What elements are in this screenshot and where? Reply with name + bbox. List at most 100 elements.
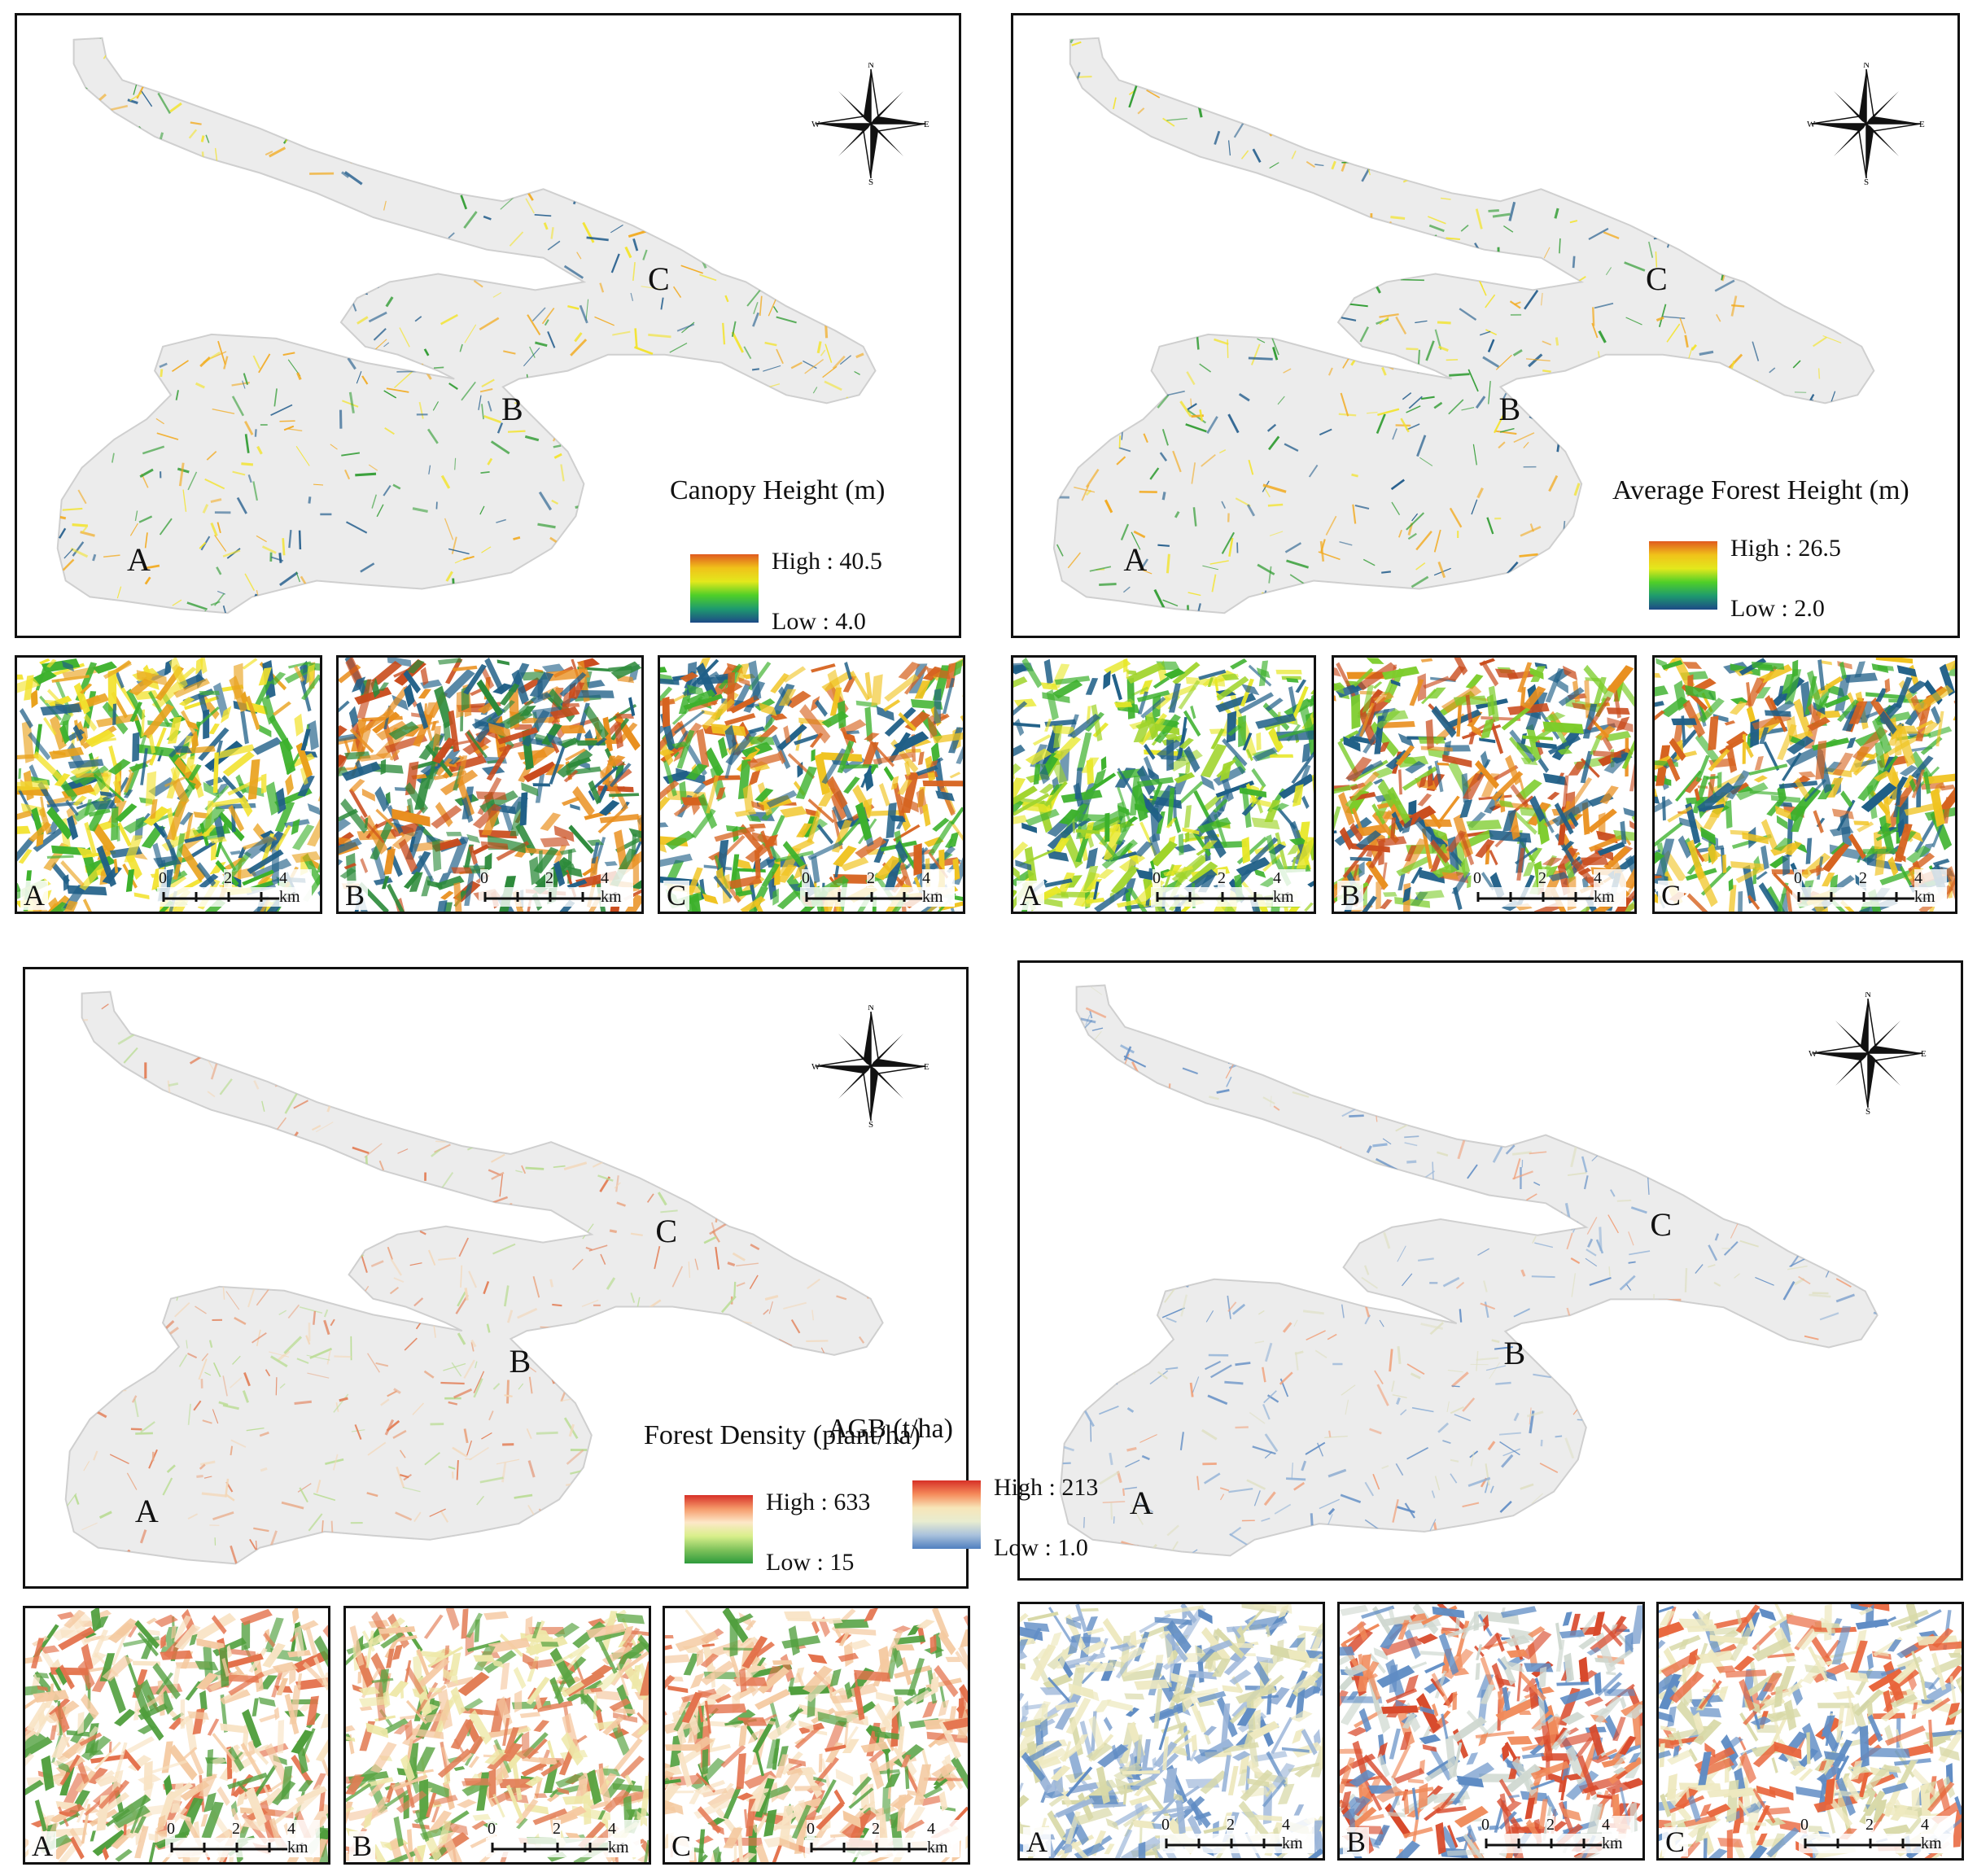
scale-tick-t0: 0 (1161, 1816, 1170, 1834)
inset-raster (1013, 658, 1314, 912)
main-map: N S W E A B C AGB (t/ha) High : 213 Low … (828, 960, 1963, 1581)
legend-high: High : 26.5 (1730, 535, 1841, 562)
map-title: Forest Density (plant/ha) (644, 1420, 921, 1450)
scale-tick-t0: 0 (1800, 1816, 1809, 1834)
scale-tick-t2: 4 km (608, 1820, 641, 1857)
inset-letter: A (28, 1831, 56, 1861)
zoom-inset-a: A 0 2 4 km (15, 655, 322, 914)
scale-tick-t1: 2 (1865, 1816, 1874, 1834)
legend-low: Low : 1.0 (994, 1534, 1088, 1561)
scale-bar: 0 2 4 km (1151, 869, 1306, 907)
site-label-b: B (1498, 391, 1521, 427)
site-label-a: A (134, 1492, 159, 1529)
svg-text:S: S (1864, 177, 1869, 185)
zoom-inset-a: A 0 2 4 km (23, 1606, 330, 1865)
inset-raster (25, 1608, 328, 1862)
legend-color-ramp (685, 1495, 753, 1563)
legend-high: High : 213 (994, 1474, 1099, 1501)
scale-tick-t2: 4 km (922, 869, 955, 907)
scale-bar: 0 2 4 km (1799, 1816, 1953, 1853)
study-area-region (1059, 984, 1879, 1557)
scale-tick-t2: 4 km (1602, 1816, 1634, 1853)
zoom-inset-c: C 0 2 4 km (663, 1606, 970, 1865)
inset-letter: B (349, 1831, 376, 1861)
main-map: N S W E A B C Canopy Height (m) High : 4… (15, 13, 961, 638)
legend-color-ramp (1649, 541, 1717, 610)
study-area-region (1052, 37, 1875, 614)
site-label-c: C (648, 260, 670, 297)
scale-tick-t2: 4 km (927, 1820, 960, 1857)
scale-tick-t2: 4 km (1273, 869, 1306, 907)
north-arrow-icon: N S W E (810, 60, 932, 187)
scale-tick-t1: 2 (232, 1820, 240, 1839)
inset-letter: B (1337, 881, 1364, 910)
scale-bar: 0 2 4 km (486, 1820, 641, 1857)
scale-tick-t2: 4 km (1282, 1816, 1314, 1853)
legend-color-ramp (912, 1480, 981, 1549)
inset-letter: B (1343, 1827, 1370, 1856)
main-map: N S W E A B C Forest Density (plant/ha) … (23, 967, 969, 1589)
scale-tick-t1: 2 (1859, 869, 1867, 888)
site-label-a: A (127, 541, 151, 578)
inset-raster (1020, 1604, 1323, 1858)
north-arrow-icon: N S W E (810, 1003, 932, 1130)
svg-text:S: S (868, 177, 873, 185)
scale-tick-t0: 0 (807, 1820, 815, 1839)
scale-tick-t0: 0 (1473, 869, 1481, 888)
zoom-inset-c: C 0 2 4 km (1656, 1602, 1964, 1861)
inset-raster (339, 658, 641, 912)
scale-tick-t1: 2 (1546, 1816, 1555, 1834)
scale-tick-t1: 2 (224, 869, 232, 888)
site-label-c: C (1650, 1205, 1673, 1243)
legend-color-ramp (690, 554, 759, 623)
svg-text:E: E (1919, 120, 1925, 129)
study-area-region (56, 37, 877, 614)
scale-tick-t1: 2 (1218, 869, 1226, 888)
site-label-c: C (655, 1213, 678, 1250)
legend-low: Low : 15 (766, 1549, 855, 1576)
inset-letter: A (1023, 1827, 1051, 1856)
zoom-inset-b: B 0 2 4 km (343, 1606, 651, 1865)
scale-tick-t2: 4 km (1914, 869, 1947, 907)
site-label-a: A (1129, 1484, 1153, 1521)
north-arrow-icon: N S W E (1807, 990, 1929, 1117)
svg-text:E: E (924, 120, 929, 129)
scale-bar: 0 2 4 km (1160, 1816, 1314, 1853)
inset-letter: C (668, 1831, 695, 1861)
inset-raster (660, 658, 963, 912)
scale-tick-t0: 0 (159, 869, 167, 888)
scale-bar: 0 2 4 km (805, 1820, 960, 1857)
scale-tick-t0: 0 (167, 1820, 175, 1839)
legend-high: High : 633 (766, 1489, 871, 1515)
scale-bar: 0 2 4 km (1792, 869, 1947, 907)
site-label-b: B (1503, 1335, 1526, 1372)
scale-tick-t0: 0 (1794, 869, 1802, 888)
inset-letter: A (20, 881, 48, 910)
zoom-inset-c: C 0 2 4 km (658, 655, 965, 914)
map-title: Canopy Height (m) (670, 475, 886, 505)
site-label-a: A (1123, 541, 1148, 578)
site-label-c: C (1645, 260, 1668, 297)
zoom-inset-b: B 0 2 4 km (1332, 655, 1637, 914)
zoom-inset-a: A 0 2 4 km (1017, 1602, 1325, 1861)
north-arrow-icon: N S W E (1805, 60, 1927, 187)
scale-bar: 0 2 4 km (157, 869, 312, 907)
zoom-inset-b: B 0 2 4 km (1337, 1602, 1645, 1861)
scale-tick-t2: 4 km (1594, 869, 1626, 907)
scale-tick-t2: 4 km (279, 869, 312, 907)
scale-bar: 0 2 4 km (165, 1820, 320, 1857)
zoom-inset-a: A 0 2 4 km (1011, 655, 1316, 914)
scale-bar: 0 2 4 km (800, 869, 955, 907)
scale-bar: 0 2 4 km (1480, 1816, 1634, 1853)
scale-bar: 0 2 4 km (479, 869, 633, 907)
inset-letter: C (663, 881, 690, 910)
site-label-b: B (509, 1342, 531, 1380)
study-area-region (64, 990, 884, 1565)
inset-letter: C (1662, 1827, 1689, 1856)
site-label-b: B (501, 391, 523, 427)
scale-tick-t0: 0 (1481, 1816, 1489, 1834)
inset-raster (1659, 1604, 1962, 1858)
scale-tick-t0: 0 (802, 869, 810, 888)
legend-high: High : 40.5 (772, 548, 882, 575)
scale-tick-t2: 4 km (1921, 1816, 1953, 1853)
